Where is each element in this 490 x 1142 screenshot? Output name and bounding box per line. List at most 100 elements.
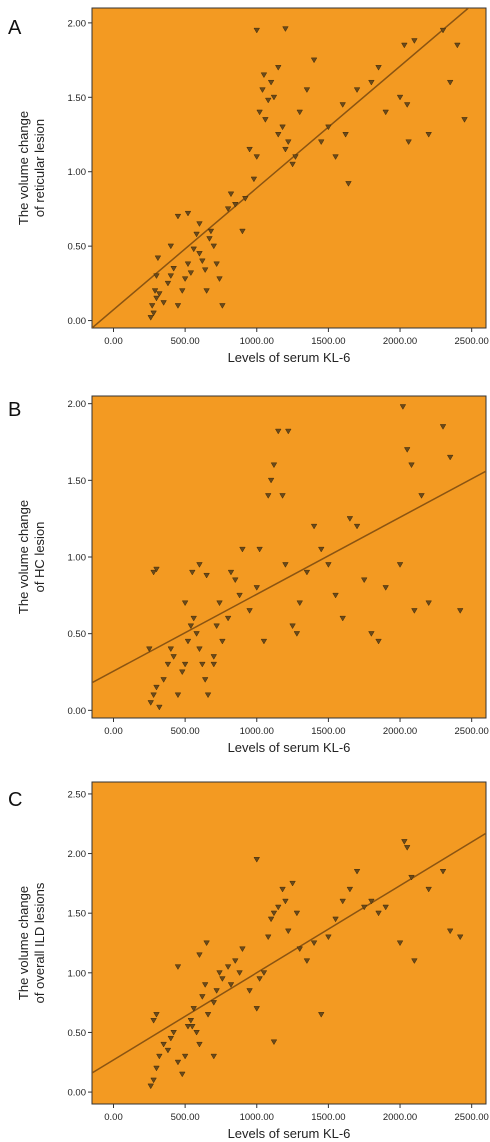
data-point	[153, 1012, 160, 1018]
data-point	[148, 303, 156, 309]
data-point	[339, 102, 346, 108]
data-point	[232, 577, 239, 584]
x-axis-title: Levels of serum KL-6	[228, 1126, 351, 1141]
data-point	[405, 139, 412, 146]
y-tick-label: 2.50	[68, 789, 87, 800]
x-tick-label: 0.00	[104, 726, 123, 737]
data-point	[151, 288, 159, 294]
data-point	[318, 139, 325, 146]
data-point	[204, 1012, 212, 1018]
data-point	[346, 886, 354, 893]
data-point	[150, 1077, 157, 1084]
data-point	[239, 228, 246, 235]
data-point	[179, 1071, 186, 1078]
data-point	[210, 1053, 218, 1060]
data-point	[210, 654, 218, 660]
y-axis-title: of reticular lesion	[32, 119, 47, 217]
fit-line	[92, 470, 486, 684]
data-point	[189, 569, 196, 576]
data-point	[267, 916, 275, 923]
data-point	[196, 646, 203, 653]
data-point	[275, 65, 282, 71]
data-point	[325, 934, 332, 941]
x-tick-label: 0.00	[104, 336, 123, 347]
data-point	[285, 928, 292, 935]
data-point	[346, 516, 354, 522]
data-point	[170, 1029, 177, 1036]
data-point	[279, 493, 286, 499]
data-point	[339, 615, 346, 622]
data-point	[216, 276, 223, 282]
data-point	[181, 1053, 189, 1060]
x-tick-label: 2500.00	[455, 1112, 489, 1123]
data-point	[303, 569, 311, 576]
data-point	[253, 1006, 260, 1012]
y-tick-label: 0.50	[68, 629, 87, 640]
data-point	[210, 661, 218, 668]
x-tick-label: 1500.00	[311, 1112, 345, 1123]
data-point	[253, 857, 260, 863]
data-point	[396, 94, 404, 101]
data-point	[289, 880, 296, 887]
y-tick-label: 2.00	[68, 399, 87, 410]
marks	[92, 404, 486, 711]
data-point	[259, 87, 266, 93]
y-tick-label: 2.00	[68, 849, 87, 860]
y-axis-title: The volume change	[16, 886, 31, 1000]
data-point	[201, 677, 209, 683]
data-point	[227, 569, 235, 576]
x-tick-label: 2000.00	[383, 1112, 417, 1123]
data-point	[204, 692, 212, 699]
data-point	[296, 946, 303, 953]
data-point	[408, 462, 415, 469]
data-point	[403, 845, 411, 851]
data-point	[303, 958, 311, 964]
x-tick-label: 1000.00	[240, 726, 274, 737]
data-point	[325, 562, 332, 568]
data-point	[156, 704, 163, 711]
panel-letter: B	[8, 399, 21, 421]
data-point	[164, 1047, 172, 1054]
panel-b: B 0.00 500.00 1000.00 1500.00 2000.00 2500.00 0…	[8, 395, 489, 755]
data-point	[368, 79, 375, 86]
data-point	[181, 276, 189, 282]
data-point	[401, 42, 408, 49]
data-point	[353, 523, 361, 530]
data-point	[264, 934, 272, 941]
data-point	[224, 615, 232, 622]
data-point	[289, 623, 296, 630]
panel-letter: C	[8, 789, 22, 811]
y-tick-label: 1.00	[68, 167, 87, 178]
data-point	[242, 196, 249, 202]
data-point	[439, 868, 447, 875]
data-point	[303, 87, 311, 93]
data-point	[446, 928, 454, 935]
x-tick-label: 2000.00	[383, 726, 417, 737]
data-point	[167, 273, 175, 280]
data-point	[203, 572, 210, 579]
data-point	[310, 523, 318, 530]
data-point	[260, 970, 268, 976]
data-point	[232, 202, 239, 208]
data-point	[216, 970, 223, 976]
data-point	[246, 608, 253, 614]
data-point	[411, 608, 418, 614]
data-point	[174, 1059, 182, 1066]
data-point	[285, 428, 292, 435]
data-point	[147, 315, 154, 321]
data-point	[196, 562, 203, 568]
data-point	[224, 964, 232, 970]
data-point	[196, 221, 203, 227]
data-point	[375, 638, 382, 645]
data-point	[411, 958, 418, 964]
plot-area	[91, 781, 487, 1105]
data-point	[293, 910, 301, 917]
data-point	[213, 988, 220, 994]
y-tick-label: 0.00	[68, 316, 87, 327]
x-tick-label: 1500.00	[311, 726, 345, 737]
y-tick-label: 2.00	[68, 18, 87, 29]
data-point	[425, 600, 432, 607]
y-tick-label: 0.00	[68, 1088, 87, 1099]
data-point	[199, 258, 206, 265]
data-point	[296, 109, 303, 116]
